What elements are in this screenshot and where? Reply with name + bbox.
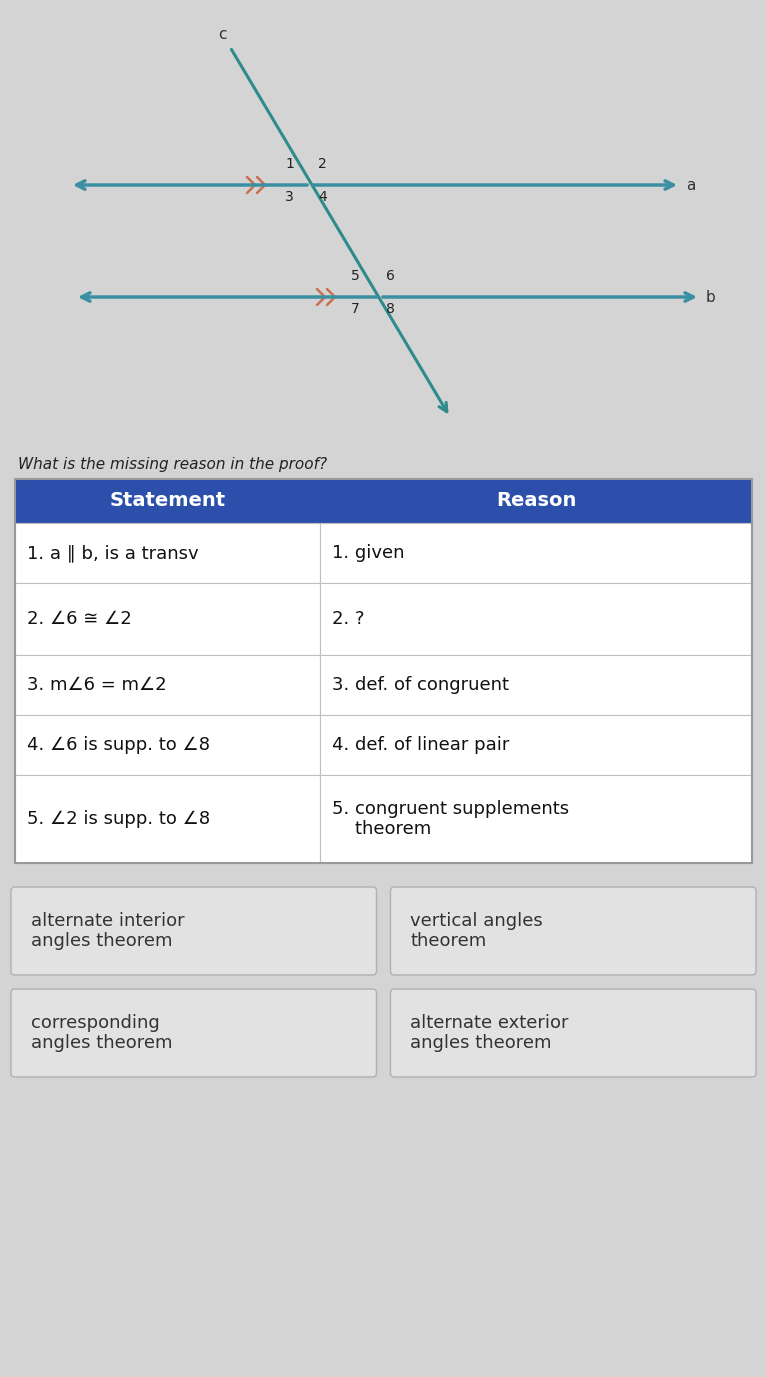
Text: 6: 6 — [386, 269, 395, 284]
FancyBboxPatch shape — [15, 715, 320, 775]
Text: alternate interior
angles theorem: alternate interior angles theorem — [31, 912, 185, 950]
Text: c: c — [218, 28, 226, 43]
Text: 5. ∠2 is supp. to ∠8: 5. ∠2 is supp. to ∠8 — [27, 810, 210, 828]
FancyBboxPatch shape — [15, 523, 320, 582]
FancyBboxPatch shape — [320, 479, 752, 523]
FancyBboxPatch shape — [15, 479, 320, 523]
FancyBboxPatch shape — [391, 989, 756, 1077]
FancyBboxPatch shape — [320, 582, 752, 655]
FancyBboxPatch shape — [320, 715, 752, 775]
FancyBboxPatch shape — [15, 775, 320, 863]
Text: Reason: Reason — [496, 492, 576, 511]
Text: 8: 8 — [386, 302, 395, 315]
Text: 3: 3 — [285, 190, 294, 204]
FancyBboxPatch shape — [391, 887, 756, 975]
Text: What is the missing reason in the proof?: What is the missing reason in the proof? — [18, 457, 327, 472]
Text: 2: 2 — [318, 157, 327, 171]
Text: alternate exterior
angles theorem: alternate exterior angles theorem — [411, 1013, 569, 1052]
Text: 4: 4 — [318, 190, 327, 204]
FancyBboxPatch shape — [11, 989, 377, 1077]
Text: 1. given: 1. given — [332, 544, 404, 562]
Text: 1: 1 — [285, 157, 294, 171]
FancyBboxPatch shape — [320, 655, 752, 715]
Text: 1. a ∥ b, is a transv: 1. a ∥ b, is a transv — [27, 544, 198, 562]
Text: 3. def. of congruent: 3. def. of congruent — [332, 676, 509, 694]
FancyBboxPatch shape — [15, 582, 320, 655]
Text: 5. congruent supplements
    theorem: 5. congruent supplements theorem — [332, 800, 569, 839]
FancyBboxPatch shape — [15, 655, 320, 715]
Text: 4. def. of linear pair: 4. def. of linear pair — [332, 735, 509, 755]
Text: 4. ∠6 is supp. to ∠8: 4. ∠6 is supp. to ∠8 — [27, 735, 210, 755]
Text: 2. ∠6 ≅ ∠2: 2. ∠6 ≅ ∠2 — [27, 610, 132, 628]
Text: 3. m∠6 = m∠2: 3. m∠6 = m∠2 — [27, 676, 167, 694]
Text: vertical angles
theorem: vertical angles theorem — [411, 912, 543, 950]
Text: a: a — [686, 178, 696, 193]
Text: 5: 5 — [352, 269, 360, 284]
FancyBboxPatch shape — [320, 775, 752, 863]
FancyBboxPatch shape — [320, 523, 752, 582]
Text: Statement: Statement — [110, 492, 225, 511]
Text: 2. ?: 2. ? — [332, 610, 365, 628]
Text: b: b — [706, 289, 715, 304]
Text: corresponding
angles theorem: corresponding angles theorem — [31, 1013, 172, 1052]
Text: 7: 7 — [352, 302, 360, 315]
FancyBboxPatch shape — [11, 887, 377, 975]
